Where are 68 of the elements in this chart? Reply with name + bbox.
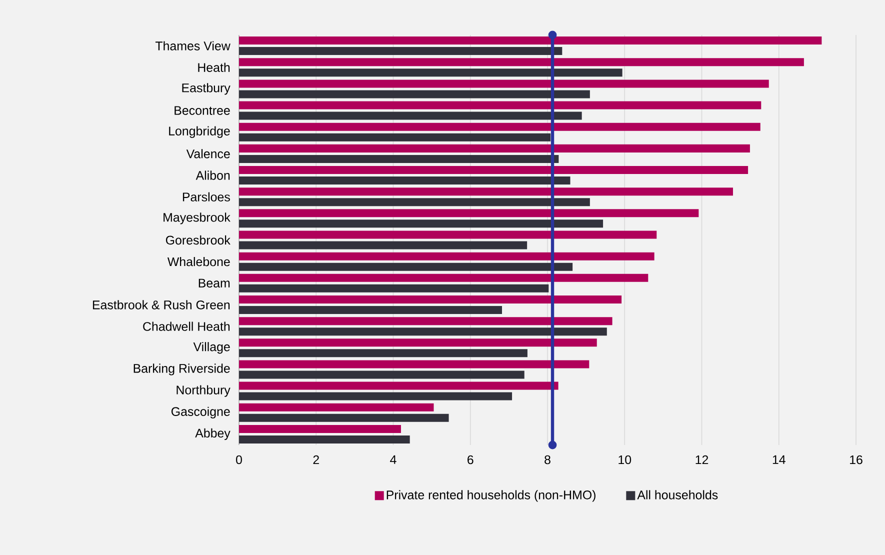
bar xyxy=(239,392,512,400)
y-tick-label: Valence xyxy=(186,149,230,158)
x-tick-label: 6 xyxy=(468,455,474,464)
y-tick-label: Barking Riverside xyxy=(134,364,230,376)
bar xyxy=(239,36,822,45)
bar xyxy=(239,166,748,174)
x-tick-label: 8 xyxy=(544,455,550,464)
bar xyxy=(239,382,558,390)
bar xyxy=(239,317,612,326)
bar xyxy=(239,133,551,142)
legend-label: All households xyxy=(637,490,718,500)
bar xyxy=(239,47,562,56)
legend-label: Private rented households (non-HMO) xyxy=(386,490,596,502)
bar xyxy=(239,370,524,379)
bar xyxy=(239,58,804,66)
bar xyxy=(239,284,549,292)
bar xyxy=(239,176,570,185)
x-tick-label: 10 xyxy=(618,455,632,464)
bar xyxy=(239,112,582,120)
bar xyxy=(239,144,750,152)
bar xyxy=(239,188,733,196)
x-tick-label: 16 xyxy=(850,455,862,464)
x-tick-label: 14 xyxy=(772,455,786,464)
y-tick-label: Chadwell Heath xyxy=(143,322,230,331)
y-tick-label: Thames View xyxy=(155,41,230,50)
bar xyxy=(239,424,401,433)
bar xyxy=(239,360,590,368)
bar xyxy=(239,154,559,163)
bar xyxy=(239,68,622,77)
y-tick-label: Eastbrook & Rush Green xyxy=(92,300,230,310)
bar xyxy=(239,262,573,271)
bar xyxy=(239,274,648,282)
x-tick-label: 12 xyxy=(696,455,708,464)
y-tick-label: Northbury xyxy=(176,385,230,397)
bar xyxy=(239,220,604,228)
x-tick-label: 4 xyxy=(390,455,396,464)
y-tick-label: Alibon xyxy=(196,170,230,180)
bar xyxy=(239,306,502,314)
y-tick-label: Parsloes xyxy=(182,192,230,202)
bar xyxy=(239,435,410,444)
y-tick-label: Whalebone xyxy=(167,257,230,266)
bar xyxy=(239,230,657,239)
y-tick-label: Abbey xyxy=(195,428,230,440)
y-tick-label: Heath xyxy=(198,62,230,72)
bar xyxy=(239,198,590,206)
bar xyxy=(239,328,607,336)
bar xyxy=(239,349,528,358)
bar xyxy=(239,295,622,304)
y-tick-label: Gascoigne xyxy=(171,406,230,418)
bar xyxy=(239,90,590,98)
bar xyxy=(239,338,597,347)
bar xyxy=(239,403,434,412)
x-tick-label: 0 xyxy=(236,455,242,464)
bar xyxy=(239,80,769,88)
y-tick-label: Mayesbrook xyxy=(164,212,230,224)
y-tick-label: Village xyxy=(193,342,230,354)
bar xyxy=(239,209,699,218)
bar xyxy=(239,414,449,422)
bar xyxy=(239,252,654,260)
bar xyxy=(239,122,760,131)
y-tick-label: Eastbury xyxy=(182,83,230,95)
y-tick-label: Goresbrook xyxy=(166,235,230,245)
y-tick-label: Becontree xyxy=(174,106,230,115)
x-tick-label: 2 xyxy=(313,455,319,464)
y-tick-label: Beam xyxy=(198,278,230,288)
bar xyxy=(239,101,762,110)
y-tick-label: Longbridge xyxy=(169,126,230,138)
bar xyxy=(239,241,528,250)
